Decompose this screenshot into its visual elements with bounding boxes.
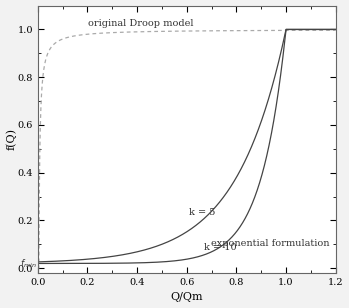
Text: k = 10: k = 10 (204, 243, 237, 253)
Text: k = 5: k = 5 (189, 208, 216, 217)
Text: original Droop model: original Droop model (89, 19, 194, 28)
Text: exponential formulation: exponential formulation (211, 239, 330, 248)
X-axis label: Q/Qm: Q/Qm (170, 292, 203, 302)
Y-axis label: f(Q): f(Q) (6, 128, 16, 150)
Text: $f_{min}$: $f_{min}$ (20, 257, 36, 270)
